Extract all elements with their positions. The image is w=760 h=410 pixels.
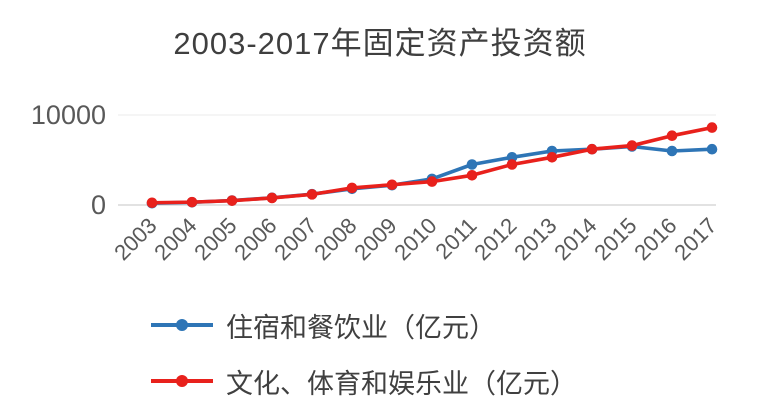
data-point-marker (466, 159, 478, 170)
data-point-marker (266, 192, 278, 204)
data-point-marker (346, 182, 358, 194)
legend-label: 文化、体育和娱乐业（亿元） (226, 368, 577, 399)
data-point-marker (386, 179, 398, 191)
data-point-marker (466, 170, 478, 181)
data-point-marker (506, 159, 518, 170)
legend-item: 文化、体育和娱乐业（亿元） (150, 361, 760, 401)
y-axis-tick-label: 10000 (31, 100, 106, 130)
x-axis-tick-label: 2014 (549, 213, 601, 265)
data-point-marker (226, 195, 238, 206)
line-chart: 0100002003200420052006200720082009201020… (31, 100, 722, 265)
legend-dot (176, 375, 188, 387)
x-axis-tick-label: 2013 (509, 213, 561, 265)
data-point-marker (546, 152, 558, 163)
legend-marker-icon (151, 319, 213, 331)
data-point-marker (146, 197, 158, 209)
data-point-marker (186, 196, 198, 208)
x-axis-tick-label: 2003 (109, 213, 161, 265)
x-axis-tick-label: 2008 (309, 213, 361, 265)
x-axis-tick-label: 2017 (669, 213, 721, 265)
legend-dot (176, 319, 188, 331)
x-axis-tick-label: 2006 (229, 213, 281, 265)
x-axis-tick-label: 2016 (629, 213, 681, 265)
data-point-marker (426, 176, 438, 187)
data-point-marker (586, 143, 598, 155)
x-axis-tick-label: 2005 (189, 213, 241, 265)
data-point-marker (626, 140, 638, 151)
series-line (150, 125, 714, 205)
x-axis-tick-label: 2007 (269, 213, 321, 265)
x-axis-tick-label: 2004 (149, 213, 201, 265)
x-axis-tick-label: 2009 (349, 213, 401, 265)
data-point-marker (666, 130, 678, 141)
data-point-marker (306, 189, 318, 200)
data-point-marker (666, 145, 678, 157)
data-point-marker (706, 143, 718, 155)
legend-label: 住宿和餐饮业（亿元） (226, 312, 496, 343)
legend-marker-icon (151, 375, 213, 387)
data-point-marker (706, 122, 718, 133)
legend-item: 住宿和餐饮业（亿元） (150, 305, 760, 345)
y-axis-tick-label: 0 (91, 190, 106, 220)
x-axis-tick-label: 2015 (589, 213, 641, 265)
x-axis-tick-label: 2010 (389, 213, 441, 265)
chart-title: 2003-2017年固定资产投资额 (173, 26, 587, 61)
chart-legend: 住宿和餐饮业（亿元） 文化、体育和娱乐业（亿元） (150, 305, 760, 401)
x-axis-tick-label: 2012 (469, 213, 521, 265)
x-axis-tick-label: 2011 (430, 213, 481, 264)
